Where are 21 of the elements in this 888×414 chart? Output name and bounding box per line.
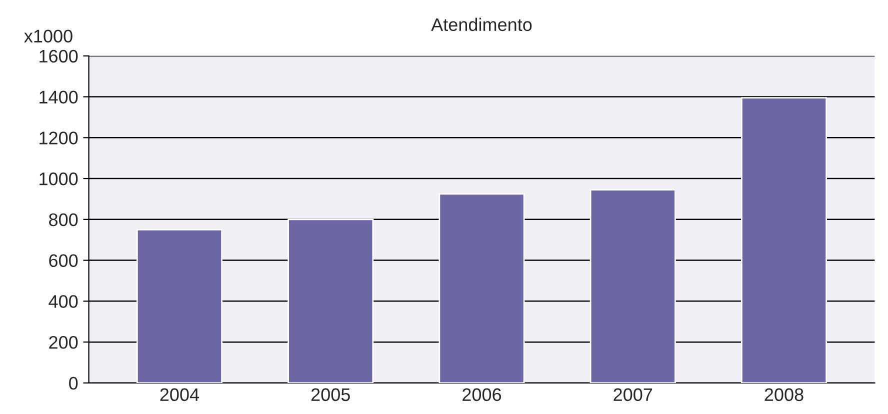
y-tick-label: 1600: [40, 50, 78, 63]
bar: [740, 97, 828, 383]
y-tick-label: 600: [49, 254, 78, 268]
y-tick-label: 1400: [40, 90, 78, 104]
bar: [288, 218, 374, 383]
x-tick-label: 2008: [764, 388, 804, 402]
bar: [438, 193, 525, 383]
chart-title: Atendimento: [431, 18, 532, 32]
y-tick-label: 1000: [40, 172, 78, 186]
y-tick-label: 1200: [40, 132, 78, 144]
bar: [136, 228, 222, 383]
y-tick-label: 200: [49, 336, 78, 349]
x-tick-label: 2007: [614, 388, 652, 402]
x-tick-label: 2004: [160, 388, 200, 402]
bar: [590, 189, 676, 383]
x-tick-label: 2005: [311, 388, 350, 402]
y-tick-label: 800: [49, 213, 78, 226]
y-axis-title: x1000: [24, 30, 72, 43]
y-tick-label: 400: [48, 295, 78, 308]
y-tick-label: 0: [69, 376, 78, 390]
x-tick-label: 2006: [462, 388, 502, 402]
